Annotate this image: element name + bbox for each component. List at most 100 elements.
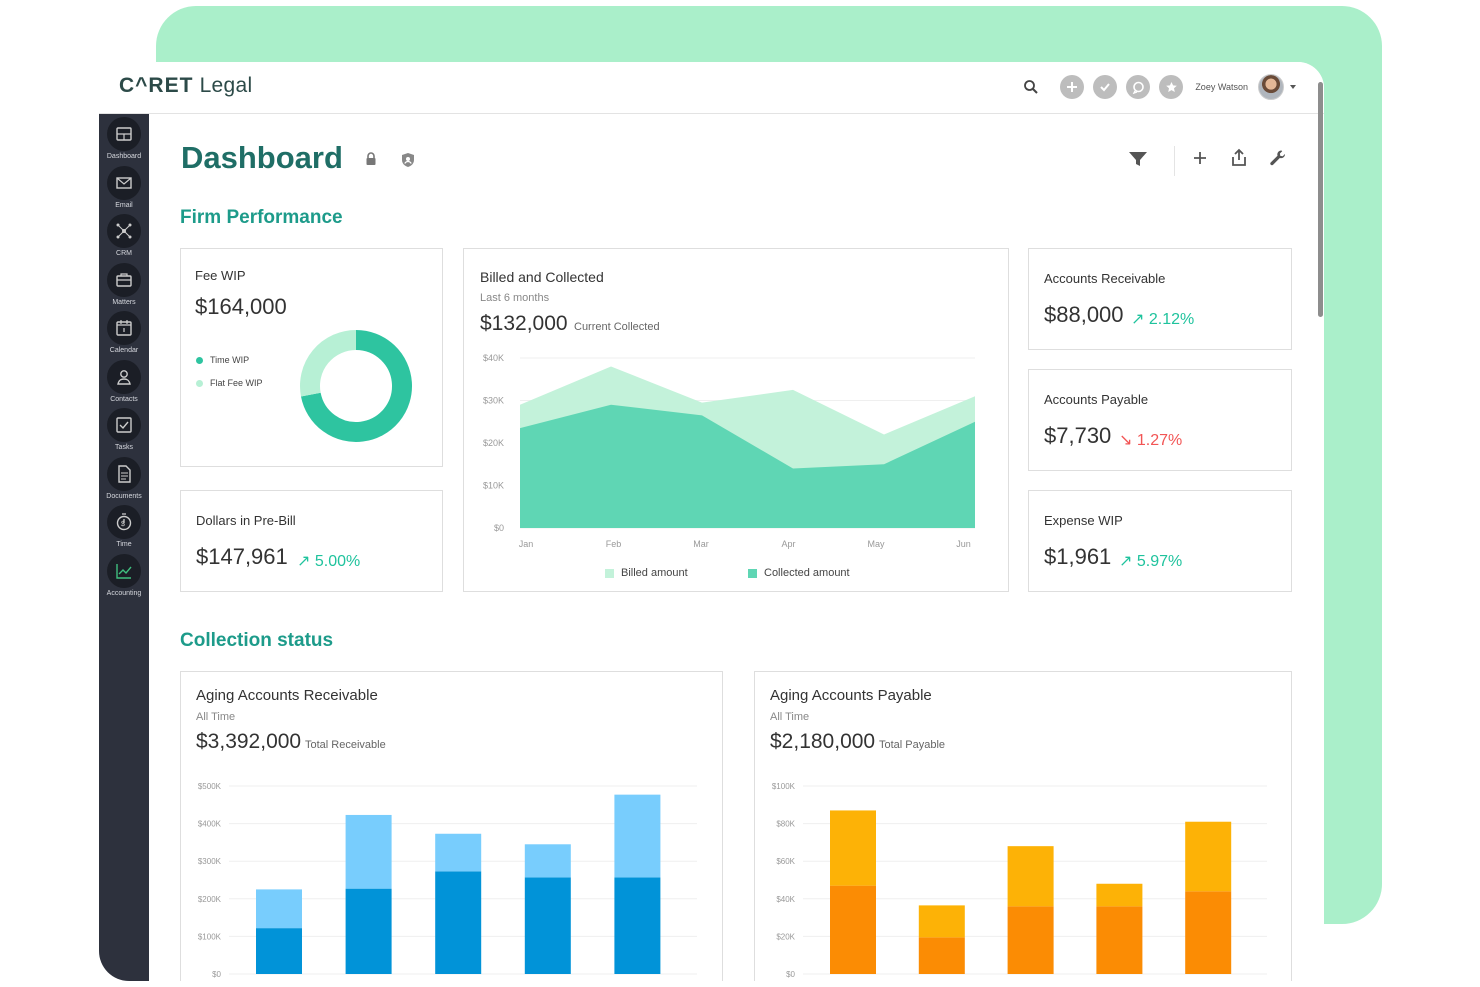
tasks-icon xyxy=(107,408,141,442)
bar-segment[interactable] xyxy=(256,889,302,929)
bar-segment[interactable] xyxy=(1096,906,1143,974)
legend-label: Time WIP xyxy=(210,355,250,365)
add-icon[interactable] xyxy=(1060,75,1085,99)
sidebar-item-tasks[interactable]: Tasks xyxy=(99,408,149,457)
y-tick-label: $100K xyxy=(198,932,222,941)
scrollbar[interactable] xyxy=(1318,82,1323,317)
bar-segment[interactable] xyxy=(1007,846,1054,907)
legend-item-flat-fee-wip: Flat Fee WIP xyxy=(196,378,263,388)
bar-segment[interactable] xyxy=(1096,883,1143,907)
trend-down-badge: ↘ 1.27% xyxy=(1119,432,1183,449)
bar-segment[interactable] xyxy=(614,794,661,878)
lock-icon[interactable] xyxy=(365,152,377,171)
card-title: Dollars in Pre-Bill xyxy=(196,513,296,528)
card-title: Accounts Payable xyxy=(1044,392,1149,407)
sidebar-item-calendar[interactable]: Calendar xyxy=(99,311,149,360)
accounts-receivable-card[interactable]: Accounts Receivable $88,000 ↗ 2.12% xyxy=(1028,248,1292,350)
accounting-icon xyxy=(107,553,141,588)
documents-icon xyxy=(107,456,141,491)
y-tick-label: $20K xyxy=(776,932,795,941)
y-tick-label: $100K xyxy=(772,782,796,791)
bar-segment[interactable] xyxy=(435,871,482,974)
trend-up-badge: ↗ 5.00% xyxy=(297,553,361,570)
sidebar-item-matters[interactable]: Matters xyxy=(99,262,149,312)
y-tick-label: $0 xyxy=(786,970,795,979)
shield-icon[interactable] xyxy=(400,152,416,173)
aging-receivable-card[interactable]: Aging Accounts Receivable All Time $3,39… xyxy=(180,671,723,981)
sidebar: Dashboard Email CRM Matters Calendar Contacts… xyxy=(99,114,149,981)
sidebar-item-label: Calendar xyxy=(109,347,139,354)
bar-segment[interactable] xyxy=(1185,821,1232,892)
app-logo[interactable]: C^RET Legal xyxy=(119,74,252,98)
card-title: Fee WIP xyxy=(195,268,246,283)
x-tick-label: Feb xyxy=(606,539,622,549)
billed-collected-area-chart: $40K $30K $20K $10K $0 Jan Feb Mar Apr May Jun xyxy=(483,353,975,549)
bar-segment[interactable] xyxy=(830,810,876,886)
search-icon[interactable] xyxy=(1019,75,1043,99)
bar-segment[interactable] xyxy=(918,905,965,938)
bar-segment[interactable] xyxy=(830,885,876,974)
legend-label: Flat Fee WIP xyxy=(210,378,263,388)
area-series-collected-amount[interactable] xyxy=(520,404,975,528)
add-widget-icon[interactable] xyxy=(1192,150,1208,171)
sidebar-item-contacts[interactable]: Contacts xyxy=(99,359,149,409)
y-tick-label: $200K xyxy=(198,895,222,904)
y-tick-label: $400K xyxy=(198,820,222,829)
wrench-icon[interactable] xyxy=(1269,149,1287,172)
donut-slice-time-wip[interactable] xyxy=(300,330,412,442)
bar-segment[interactable] xyxy=(524,844,571,878)
accounts-payable-card[interactable]: Accounts Payable $7,730 ↘ 1.27% xyxy=(1028,369,1292,471)
bar-segment[interactable] xyxy=(918,937,965,974)
bar-segment[interactable] xyxy=(345,888,392,974)
sidebar-item-dashboard[interactable]: Dashboard xyxy=(99,117,149,166)
legend-label: Collected amount xyxy=(764,567,850,579)
card-value: $7,730 xyxy=(1044,423,1112,448)
email-icon xyxy=(107,165,141,200)
y-tick-label: $10K xyxy=(483,481,504,491)
bar-segment[interactable] xyxy=(1007,906,1054,974)
card-title: Billed and Collected xyxy=(480,269,604,285)
pre-bill-card[interactable]: Dollars in Pre-Bill $147,961 ↗ 5.00% xyxy=(180,490,443,592)
sidebar-item-accounting[interactable]: Accounting xyxy=(99,553,149,603)
card-value: $88,000 xyxy=(1044,302,1124,327)
chat-icon[interactable] xyxy=(1126,75,1151,99)
aging-receivable-bar-chart: $500K $400K $300K $200K $100K $0 xyxy=(198,782,697,979)
donut-slice-flat-fee-wip[interactable] xyxy=(300,330,357,397)
x-tick-label: Jan xyxy=(519,539,534,549)
star-icon[interactable] xyxy=(1159,75,1184,99)
card-subtitle: All Time xyxy=(770,711,810,723)
avatar[interactable] xyxy=(1258,74,1284,100)
bar-segment[interactable] xyxy=(256,928,302,974)
bar-segment[interactable] xyxy=(435,833,482,872)
y-tick-label: $60K xyxy=(776,857,795,866)
y-tick-label: $500K xyxy=(198,782,222,791)
bar-segment[interactable] xyxy=(345,814,392,889)
bar-segment[interactable] xyxy=(614,877,661,974)
fee-wip-card[interactable]: Fee WIP $164,000 Time WIP Flat Fee WIP xyxy=(180,248,443,467)
expense-wip-card[interactable]: Expense WIP $1,961 ↗ 5.97% xyxy=(1028,490,1292,592)
sidebar-item-time[interactable]: $ Time xyxy=(99,505,149,554)
share-icon[interactable] xyxy=(1230,148,1248,173)
bar-segment[interactable] xyxy=(1185,891,1232,974)
check-icon[interactable] xyxy=(1093,75,1118,99)
page-title: Dashboard xyxy=(181,140,343,175)
card-subtitle: All Time xyxy=(196,711,236,723)
card-value: $3,392,000 xyxy=(196,730,302,753)
card-value: $164,000 xyxy=(195,294,287,319)
x-tick-label: May xyxy=(867,539,885,549)
user-name[interactable]: Zoey Watson xyxy=(1195,82,1248,92)
sidebar-item-crm[interactable]: CRM xyxy=(99,214,149,263)
top-actions: Zoey Watson xyxy=(1019,74,1296,100)
billed-collected-card[interactable]: Billed and Collected Last 6 months $132,… xyxy=(463,248,1009,592)
sidebar-item-label: Documents xyxy=(106,492,142,500)
bar-segment[interactable] xyxy=(524,877,571,974)
filter-icon[interactable] xyxy=(1128,150,1148,173)
card-title: Expense WIP xyxy=(1044,513,1123,528)
sidebar-item-email[interactable]: Email xyxy=(99,165,149,215)
time-icon: $ xyxy=(107,505,141,539)
aging-payable-card[interactable]: Aging Accounts Payable All Time $2,180,0… xyxy=(754,671,1292,981)
chevron-down-icon[interactable] xyxy=(1290,85,1296,89)
sidebar-item-documents[interactable]: Documents xyxy=(99,456,149,506)
card-value: $132,000 xyxy=(480,312,568,335)
y-tick-label: $40K xyxy=(483,353,504,363)
